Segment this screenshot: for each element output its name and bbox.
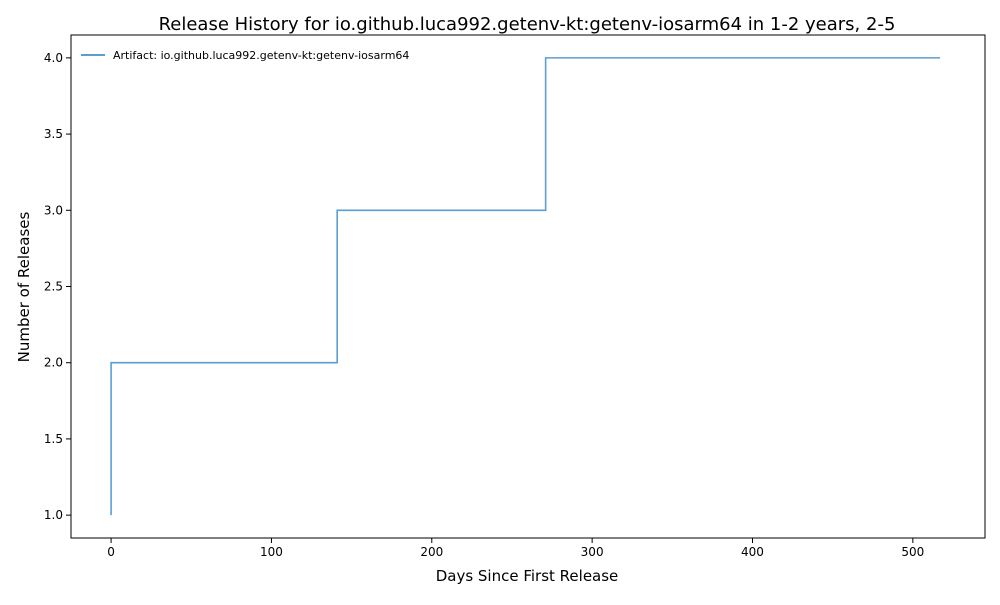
y-tick-label: 3.5: [44, 127, 63, 141]
y-axis-ticks: 1.0 1.5 2.0 2.5 3.0 3.5 4.0: [44, 51, 71, 522]
y-tick-label: 2.5: [44, 280, 63, 294]
y-axis-label: Number of Releases: [15, 211, 33, 362]
series-layer: [110, 57, 941, 516]
x-tick-label: 0: [107, 545, 115, 559]
x-tick-label: 200: [420, 545, 443, 559]
legend: Artifact: io.github.luca992.getenv-kt:ge…: [81, 49, 409, 62]
chart-title: Release History for io.github.luca992.ge…: [159, 14, 896, 35]
x-tick-label: 100: [260, 545, 283, 559]
plot-area: [71, 35, 985, 538]
plot-frame: [70, 34, 986, 539]
x-axis-label: Days Since First Release: [436, 567, 619, 585]
y-tick-label: 2.0: [44, 356, 63, 370]
y-tick-label: 1.5: [44, 432, 63, 446]
x-tick-label: 300: [581, 545, 604, 559]
x-tick-label: 500: [901, 545, 924, 559]
legend-label: Artifact: io.github.luca992.getenv-kt:ge…: [113, 49, 409, 62]
y-tick-label: 3.0: [44, 203, 63, 217]
x-tick-label: 400: [741, 545, 764, 559]
y-tick-label: 4.0: [44, 51, 63, 65]
x-axis-ticks: 0 100 200 300 400 500: [107, 538, 924, 559]
series-step-line: [110, 57, 941, 516]
y-tick-label: 1.0: [44, 508, 63, 522]
